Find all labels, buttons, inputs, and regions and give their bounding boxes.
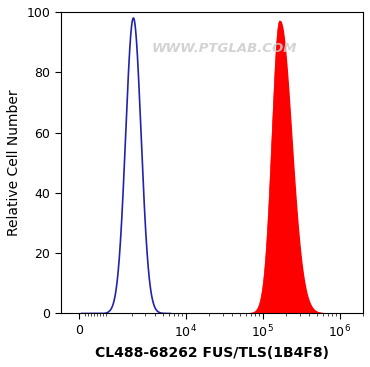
Text: WWW.PTGLAB.COM: WWW.PTGLAB.COM xyxy=(151,41,297,55)
X-axis label: CL488-68262 FUS/TLS(1B4F8): CL488-68262 FUS/TLS(1B4F8) xyxy=(95,346,329,360)
Y-axis label: Relative Cell Number: Relative Cell Number xyxy=(7,90,21,236)
